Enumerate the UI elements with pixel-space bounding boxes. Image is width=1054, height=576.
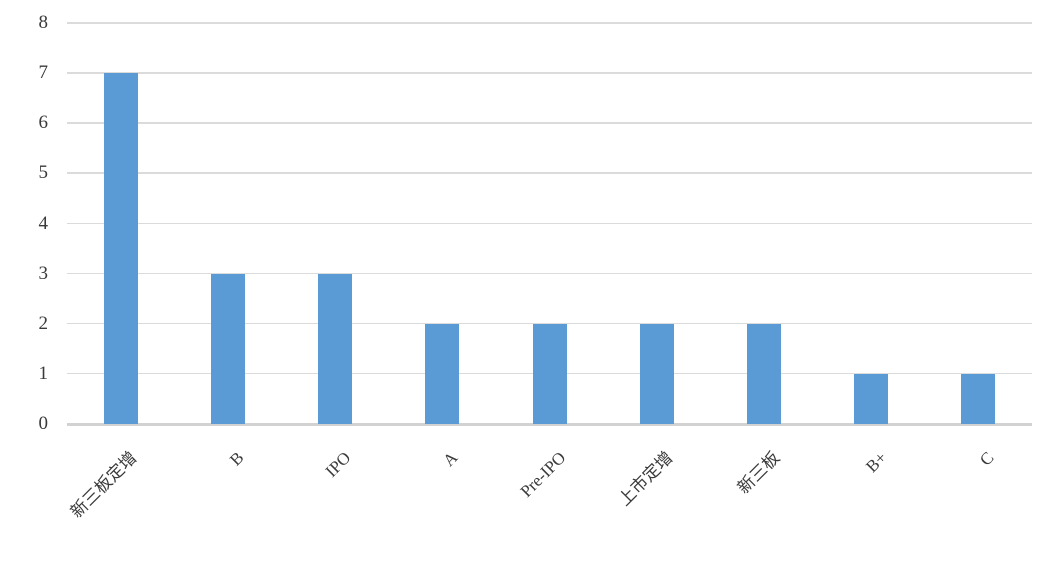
gridline: [67, 172, 1032, 174]
y-tick-label: 6: [38, 112, 49, 134]
x-category-label: 上市定增: [614, 448, 677, 510]
x-category-label: B: [225, 448, 248, 470]
x-category-label: B+: [862, 448, 891, 477]
y-tick-label: 0: [38, 413, 49, 434]
x-category-label: IPO: [321, 448, 355, 481]
x-category-label: Pre-IPO: [516, 448, 569, 501]
y-tick-label: 8: [38, 12, 49, 33]
y-tick-label: 7: [38, 62, 49, 84]
bar: [318, 273, 353, 424]
y-tick-label: 1: [38, 362, 49, 384]
bar: [532, 323, 567, 424]
y-tick-label: 3: [38, 262, 49, 284]
bar: [425, 323, 460, 424]
gridline: [67, 22, 1032, 24]
gridline: [67, 322, 1032, 325]
bar: [746, 323, 781, 424]
x-category-label: A: [439, 448, 462, 471]
y-tick-label: 4: [38, 212, 49, 234]
x-category-label: C: [976, 448, 998, 470]
bar-chart: 0 1 2 3 4 5 6 7 8 新三板定增 B IPO A Pre-IPO 上市定增 新三板 B+ C: [38, 12, 1032, 522]
gridline: [67, 272, 1032, 275]
bar: [961, 373, 996, 424]
y-tick-label: 2: [38, 312, 49, 334]
bar: [210, 273, 245, 424]
y-tick-label: 5: [38, 162, 49, 184]
gridline: [67, 122, 1032, 124]
x-category-label: 新三板: [733, 448, 784, 498]
gridline: [67, 72, 1032, 74]
gridline: [67, 222, 1032, 224]
x-axis-line: [67, 423, 1032, 426]
x-category-label: 新三板定增: [66, 448, 141, 522]
bar: [103, 73, 138, 424]
bar: [854, 373, 889, 424]
bar: [639, 323, 674, 424]
